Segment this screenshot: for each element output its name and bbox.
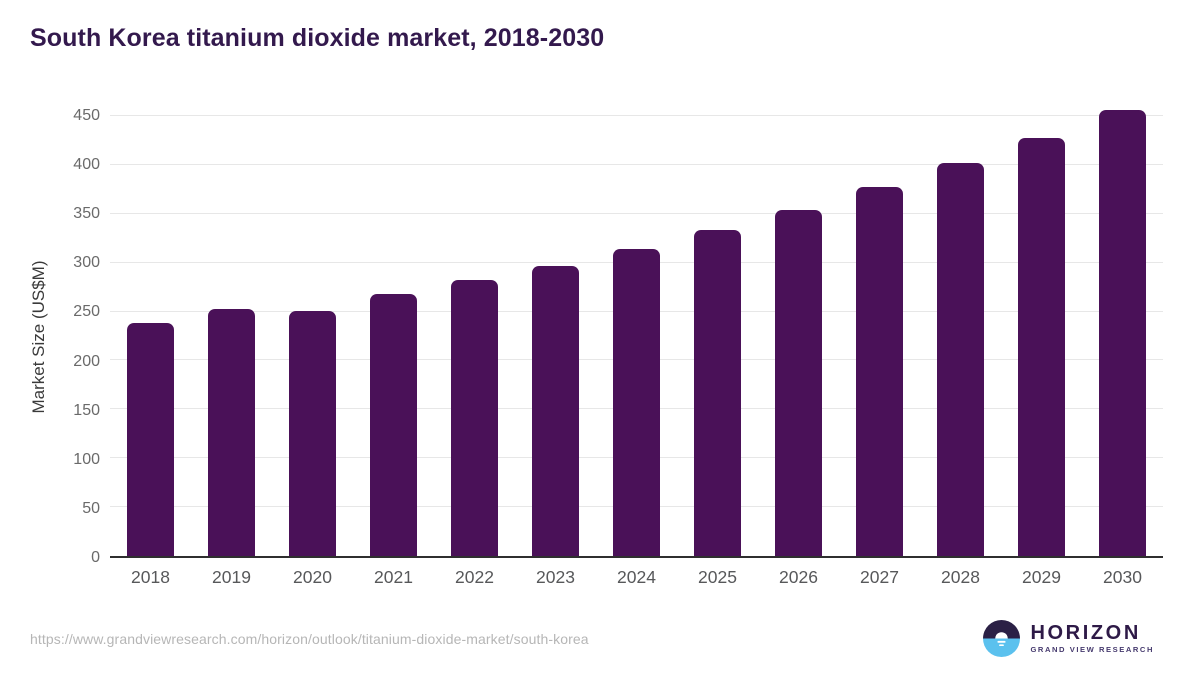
- bar-slot: [191, 116, 272, 556]
- logo-text: HORIZON GRAND VIEW RESEARCH: [1030, 623, 1154, 654]
- x-tick-label: 2022: [455, 567, 494, 587]
- x-tick-label: 2024: [617, 567, 656, 587]
- plot-area: [110, 110, 1163, 558]
- y-tick-label: 400: [73, 156, 100, 174]
- x-tick-label: 2030: [1103, 567, 1142, 587]
- y-tick-label: 450: [73, 107, 100, 124]
- bar-2025: [694, 230, 741, 556]
- gridline: [110, 163, 1163, 165]
- bar-2026: [775, 209, 822, 556]
- y-tick-label: 250: [73, 303, 100, 321]
- bar-2021: [370, 293, 417, 556]
- bar-2019: [208, 308, 255, 556]
- x-tick-label: 2029: [1022, 567, 1061, 587]
- x-tick-label: 2028: [941, 567, 980, 587]
- bar-2020: [289, 310, 336, 556]
- logo-brand: HORIZON: [1030, 622, 1141, 645]
- y-tick-label: 0: [91, 549, 100, 566]
- bar-2027: [856, 187, 903, 556]
- y-tick-label: 150: [73, 401, 100, 419]
- bar-slot: [839, 116, 920, 556]
- bar-slot: [353, 116, 434, 556]
- x-tick-label: 2019: [212, 567, 251, 587]
- y-tick-label: 350: [73, 205, 100, 223]
- x-tick-label: 2020: [293, 567, 332, 587]
- y-tick-label: 50: [82, 499, 100, 517]
- bar-2023: [532, 265, 579, 556]
- x-tick-label: 2018: [131, 567, 170, 587]
- logo-tagline: GRAND VIEW RESEARCH: [1030, 645, 1154, 655]
- x-tick-label: 2023: [536, 567, 575, 587]
- bar-slot: [677, 116, 758, 556]
- horizon-logo: HORIZON GRAND VIEW RESEARCH: [983, 620, 1154, 657]
- gridline: [110, 212, 1163, 214]
- bars: [110, 110, 1163, 556]
- bar-slot: [920, 116, 1001, 556]
- y-tick-label: 100: [73, 450, 100, 468]
- bar-2024: [613, 248, 660, 556]
- bar-slot: [596, 116, 677, 556]
- gridline: [110, 115, 1163, 116]
- bar-2022: [451, 280, 498, 556]
- bar-slot: [272, 116, 353, 556]
- y-axis-ticks: 0 50 100 150 200 250 300 350 400 450: [0, 108, 100, 566]
- bar-2030: [1099, 110, 1146, 556]
- x-tick-label: 2027: [860, 567, 899, 587]
- horizon-logo-icon: [983, 620, 1021, 657]
- bar-2029: [1018, 137, 1065, 556]
- bar-slot: [515, 116, 596, 556]
- y-tick-label: 200: [73, 352, 100, 370]
- bar-2018: [127, 323, 174, 556]
- bar-slot: [1082, 110, 1163, 556]
- x-axis-labels: 2018 2019 2020 2021 2022 2023 2024 2025 2026 2027…: [110, 567, 1163, 588]
- source-url: https://www.grandviewresearch.com/horizo…: [30, 631, 589, 647]
- bar-2028: [937, 162, 984, 556]
- bar-slot: [758, 116, 839, 556]
- x-tick-label: 2025: [698, 567, 737, 587]
- x-tick-label: 2021: [374, 567, 413, 587]
- bar-slot: [110, 116, 191, 556]
- x-tick-label: 2026: [779, 567, 818, 587]
- chart-title: South Korea titanium dioxide market, 201…: [30, 24, 605, 52]
- bar-slot: [1001, 116, 1082, 556]
- bar-slot: [434, 116, 515, 556]
- y-tick-label: 300: [73, 254, 100, 272]
